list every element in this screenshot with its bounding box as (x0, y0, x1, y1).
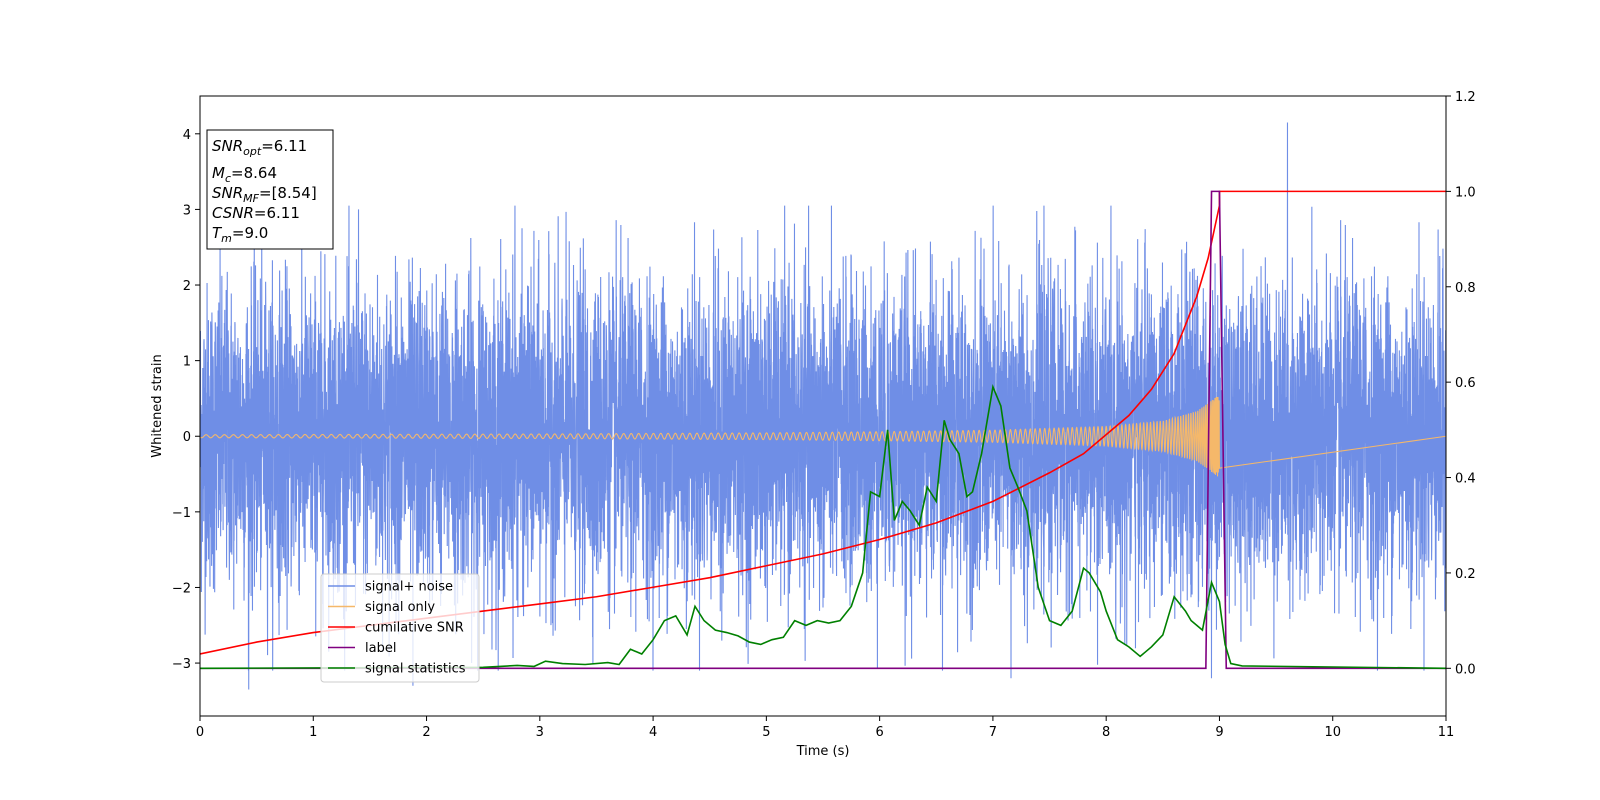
info-box-line: Tm=9.0 (212, 224, 268, 245)
y2-tick-label: 0.8 (1455, 281, 1476, 296)
info-box-line: Mc=8.64 (212, 164, 277, 185)
y-tick-label: 1 (183, 355, 191, 370)
x-tick-label: 8 (1102, 725, 1110, 740)
y-tick-label: 2 (183, 279, 191, 294)
y-tick-label: 4 (183, 128, 191, 143)
x-tick-label: 7 (989, 725, 997, 740)
legend: signal+ noise signal only cumilative SNR la… (320, 573, 480, 683)
y2-tick-label: 0.2 (1455, 567, 1476, 582)
legend-label: cumilative SNR (365, 621, 464, 636)
y2-tick-label: 0.0 (1455, 662, 1476, 677)
info-box-frame (206, 129, 334, 250)
x-tick-label: 1 (309, 725, 317, 740)
legend-label: label (365, 641, 396, 656)
y-axis-right: 0.0 0.2 0.4 0.6 0.8 1.0 1.2 (1446, 90, 1476, 677)
series-label-line (200, 190, 1446, 670)
y-tick-label: −1 (172, 506, 191, 521)
x-tick-label: 3 (536, 725, 544, 740)
y-tick-label: −2 (172, 581, 191, 596)
x-tick-label: 6 (875, 725, 883, 740)
x-tick-label: 2 (422, 725, 430, 740)
legend-label: signal+ noise (365, 580, 453, 595)
y-tick-label: 0 (183, 430, 191, 445)
x-tick-label: 0 (196, 725, 204, 740)
y2-tick-label: 1.2 (1455, 90, 1476, 105)
x-tick-label: 5 (762, 725, 770, 740)
y2-tick-label: 0.6 (1455, 376, 1476, 391)
series-signal-only-line (200, 396, 1446, 477)
x-tick-label: 4 (649, 725, 657, 740)
x-tick-label: 11 (1438, 725, 1455, 740)
legend-label: signal only (365, 600, 435, 615)
y-tick-label: 3 (183, 203, 191, 218)
info-box-line: SNRopt=6.11 (212, 137, 307, 158)
info-box-line: SNRMF=[8.54] (212, 184, 317, 205)
x-tick-label: 9 (1215, 725, 1223, 740)
y-axis-title: Whitened strain (150, 354, 165, 457)
y2-tick-label: 1.0 (1455, 185, 1476, 200)
y-axis-left: −3 −2 −1 0 1 2 3 4 (172, 128, 200, 672)
series-signal-statistics-line (200, 384, 1446, 670)
legend-label: signal statistics (365, 662, 466, 677)
plot-frame (199, 95, 1447, 717)
y2-tick-label: 0.4 (1455, 472, 1476, 487)
series-signal-noise-line (200, 122, 1446, 690)
y-tick-label: −3 (172, 657, 191, 672)
legend-frame (320, 573, 480, 683)
x-axis-title: Time (s) (796, 744, 850, 759)
x-tick-label: 10 (1324, 725, 1341, 740)
info-box-line: CSNR=6.11 (212, 204, 300, 222)
x-axis: 0 1 2 3 4 5 6 7 8 9 10 11 (196, 716, 1454, 740)
